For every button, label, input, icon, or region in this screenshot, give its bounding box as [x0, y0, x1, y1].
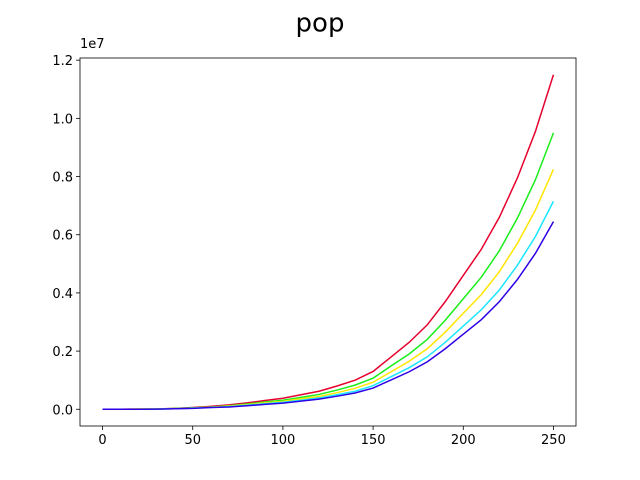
- x-tick-label: 200: [451, 433, 476, 448]
- x-tick-label: 250: [541, 433, 566, 448]
- y-tick-label: 0.6: [52, 229, 73, 244]
- y-offset-label: 1e7: [80, 37, 105, 52]
- y-tick-label: 1.2: [52, 54, 73, 69]
- x-tick-label: 150: [361, 433, 386, 448]
- y-tick-label: 1.0: [52, 112, 73, 127]
- y-tick-label: 0.8: [52, 171, 73, 186]
- chart-title: pop: [296, 9, 345, 39]
- x-tick-label: 50: [184, 433, 201, 448]
- y-tick-label: 0.2: [52, 345, 73, 360]
- x-tick-label: 0: [98, 433, 106, 448]
- line-series: [102, 221, 555, 411]
- x-tick-label: 100: [270, 433, 295, 448]
- plot-frame: [79, 57, 577, 427]
- y-tick-label: 0.0: [52, 403, 73, 418]
- y-tick-label: 0.4: [52, 287, 73, 302]
